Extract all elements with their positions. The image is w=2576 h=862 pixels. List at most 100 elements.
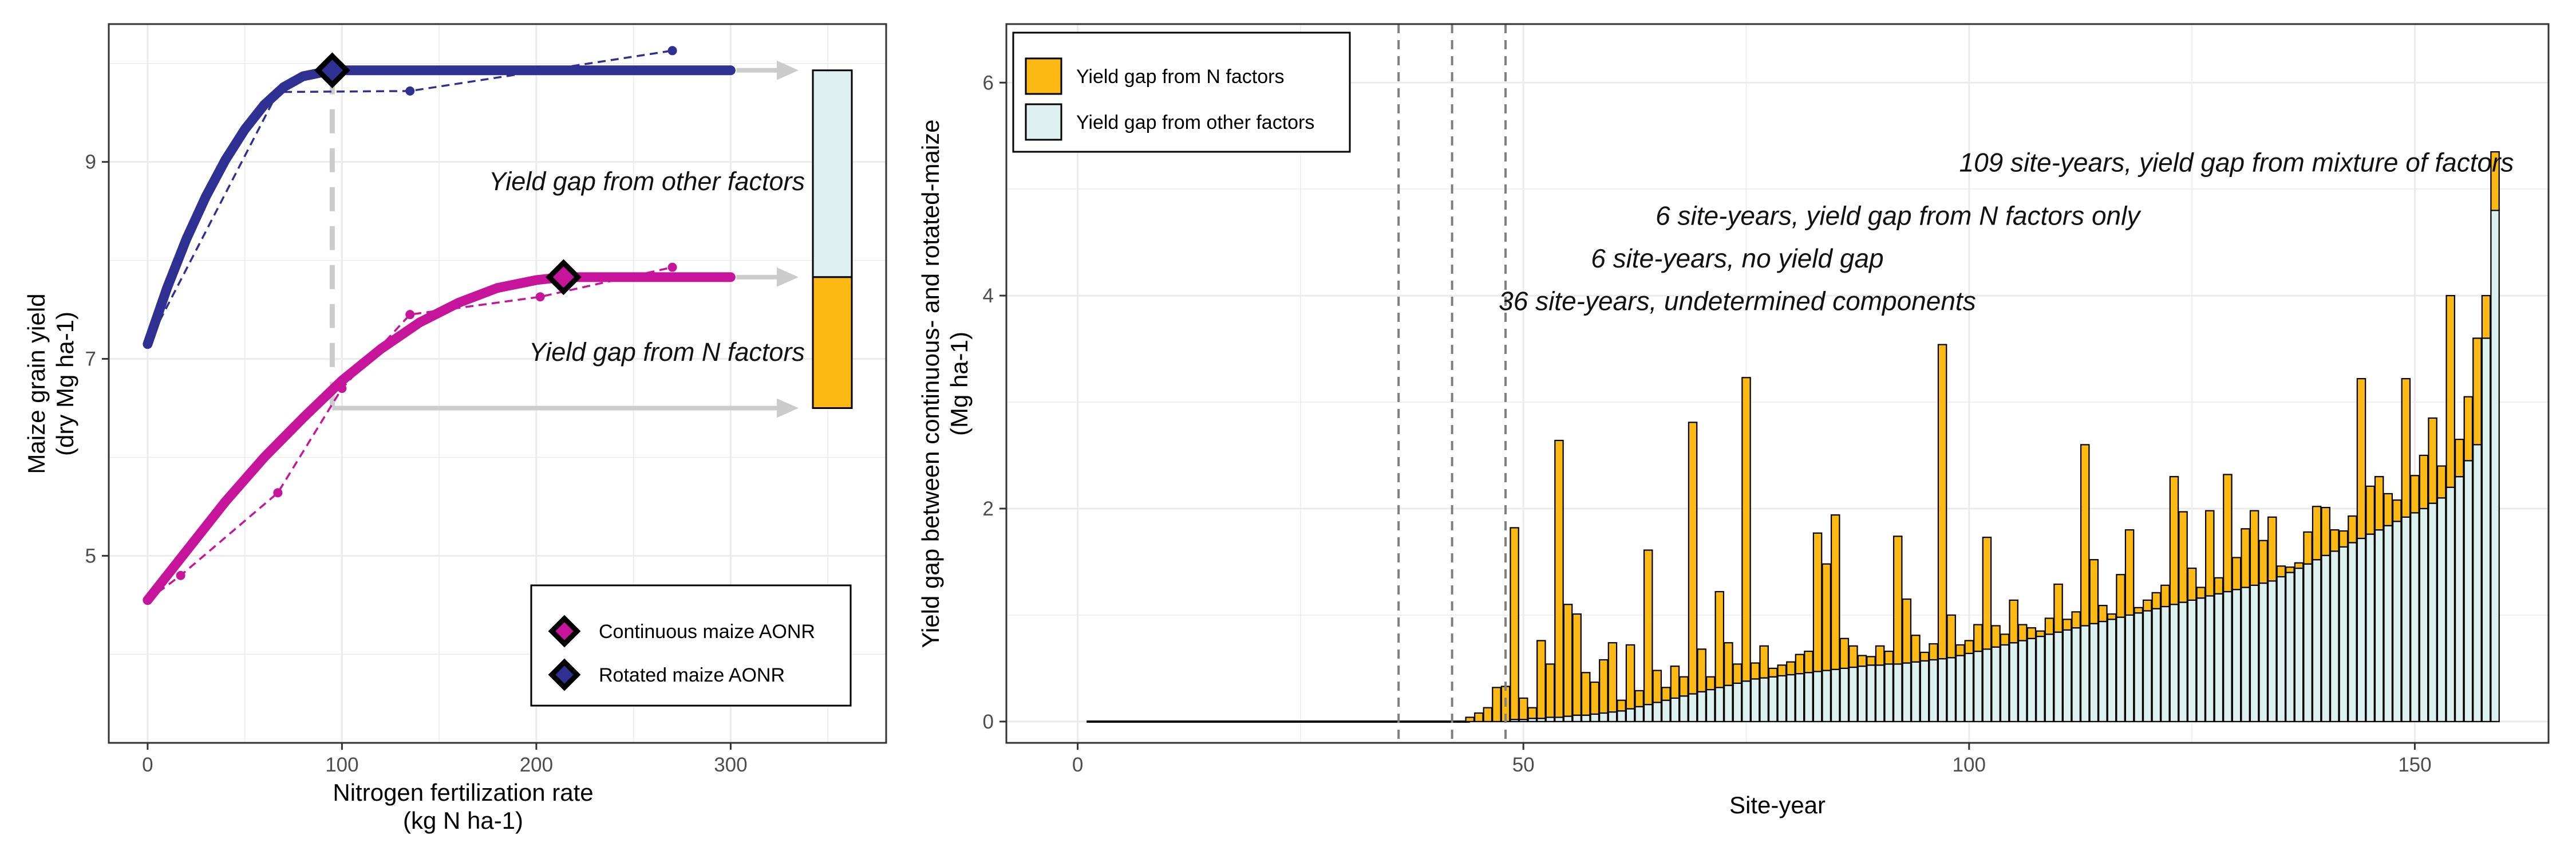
bar-n-factors [1839, 637, 1850, 669]
bar-other-factors [1866, 664, 1876, 722]
bar-n-factors [1884, 651, 1894, 665]
bar-other-factors [1554, 717, 1564, 722]
bar-other-factors [2276, 576, 2286, 722]
bar-n-factors [2107, 613, 2117, 620]
bar-n-factors [1599, 659, 1609, 714]
bar-other-factors [1911, 661, 1921, 722]
bar-other-factors [1661, 699, 1671, 722]
bar-other-factors [2204, 595, 2215, 722]
bar-other-factors [1643, 703, 1653, 722]
bar-other-factors [1973, 651, 1983, 722]
bar-n-factors [2428, 417, 2437, 504]
legend-n-factors-swatch [1025, 57, 1062, 95]
bar-other-factors [2445, 486, 2455, 722]
bar-n-factors [1830, 514, 1840, 670]
continuous-observed-point [143, 595, 152, 605]
bar-n-factors [1617, 699, 1626, 712]
bar-n-factors [1581, 672, 1591, 716]
bar-other-factors [1804, 672, 1814, 722]
right-x-tick-label: 150 [2398, 754, 2431, 776]
bar-n-factors [2080, 444, 2090, 627]
bar-other-factors [1607, 711, 1618, 722]
right-y-axis-label: Yield gap between continuous- and rotate… [917, 119, 944, 648]
right-y-axis-ticks: 0 2 4 6 [983, 72, 1006, 733]
bar-other-factors [2142, 610, 2152, 722]
bar-n-factors [1875, 645, 1885, 666]
yield-gap-n-factors-segment [812, 276, 853, 409]
continuous-observed-point [273, 488, 283, 498]
bar-n-factors [2455, 439, 2464, 478]
bar-n-factors [1768, 667, 1778, 678]
bar-n-factors [2401, 378, 2411, 518]
bar-n-factors [2338, 530, 2349, 548]
yield-gap-other-factors-segment [812, 69, 853, 278]
bar-n-factors [2267, 516, 2277, 582]
bar-other-factors [2169, 604, 2179, 722]
bar-other-factors [2312, 559, 2322, 722]
right-x-axis-ticks: 0 50 100 150 [1072, 743, 2432, 776]
bar-n-factors [1652, 670, 1662, 703]
bar-other-factors [1652, 702, 1662, 722]
bar-other-factors [2330, 550, 2340, 722]
bar-other-factors [1839, 667, 1850, 722]
bar-n-factors [1670, 666, 1680, 699]
aonr-markers [314, 52, 582, 296]
bar-other-factors [2134, 612, 2143, 722]
left-x-tick-label: 0 [142, 754, 153, 776]
bar-other-factors [1919, 660, 1930, 722]
bar-n-factors [1777, 664, 1787, 676]
bar-other-factors [1590, 713, 1600, 722]
bar-other-factors [2214, 593, 2224, 722]
bar-n-factors [1705, 676, 1716, 691]
bar-n-factors [2204, 510, 2215, 597]
yield-at-rotated-aonr-arrow-head [777, 398, 799, 418]
right-y-axis-unit: (Mg ha-1) [946, 332, 973, 436]
bar-n-factors [1893, 536, 1903, 665]
right-y-tick-label: 0 [983, 711, 994, 733]
bar-other-factors [2231, 589, 2242, 722]
bar-n-factors [1697, 648, 1706, 692]
bar-other-factors [2178, 601, 2188, 722]
bar-n-factors [1661, 687, 1671, 701]
bar-other-factors [2338, 546, 2349, 722]
bar-n-factors [1857, 655, 1867, 667]
rotated-observed-point [273, 87, 283, 97]
bar-n-factors [1714, 591, 1725, 688]
bar-other-factors [1634, 706, 1644, 722]
bar-n-factors [2000, 633, 2010, 646]
bar-n-factors [2410, 475, 2420, 514]
bar-n-factors [2321, 507, 2330, 556]
left-plot-border [108, 23, 887, 744]
right-y-tick-label: 2 [983, 498, 994, 520]
continuous-aonr-marker [546, 259, 582, 296]
bar-n-factors [2169, 476, 2179, 605]
bar-other-factors [1741, 680, 1751, 722]
bar-n-factors [1955, 644, 1965, 656]
bar-other-factors [2223, 591, 2233, 722]
bar-other-factors [2000, 644, 2010, 722]
bar-n-factors [2241, 528, 2250, 588]
bar-n-factors [1982, 537, 1992, 650]
bar-n-factors [2160, 584, 2170, 608]
bar-n-factors [2294, 562, 2304, 569]
bar-other-factors [1893, 663, 1903, 722]
left-chart-panel: Yield gap from other factors Yield gap f… [23, 23, 887, 834]
bar-other-factors [2062, 629, 2072, 722]
bar-other-factors [1848, 666, 1858, 722]
bar-n-factors [1465, 717, 1475, 722]
right-plot-border [1005, 23, 2550, 744]
bar-n-factors [1741, 377, 1751, 682]
bar-other-factors [2116, 616, 2125, 722]
bar-other-factors [1857, 666, 1867, 722]
bar-n-factors [1964, 640, 1974, 654]
bar-other-factors [2356, 537, 2366, 722]
annotation-other-factors: Yield gap from other factors [489, 167, 805, 196]
left-legend: Continuous maize AONR Rotated maize AONR [530, 584, 852, 707]
bar-n-factors [2374, 476, 2384, 531]
left-x-tick-label: 100 [325, 754, 358, 776]
annotation-no-yield-gap: 6 site-years, no yield gap [1591, 243, 1883, 273]
left-y-tick-label: 5 [85, 545, 96, 567]
legend-other-factors-label: Yield gap from other factors [1076, 112, 1314, 133]
